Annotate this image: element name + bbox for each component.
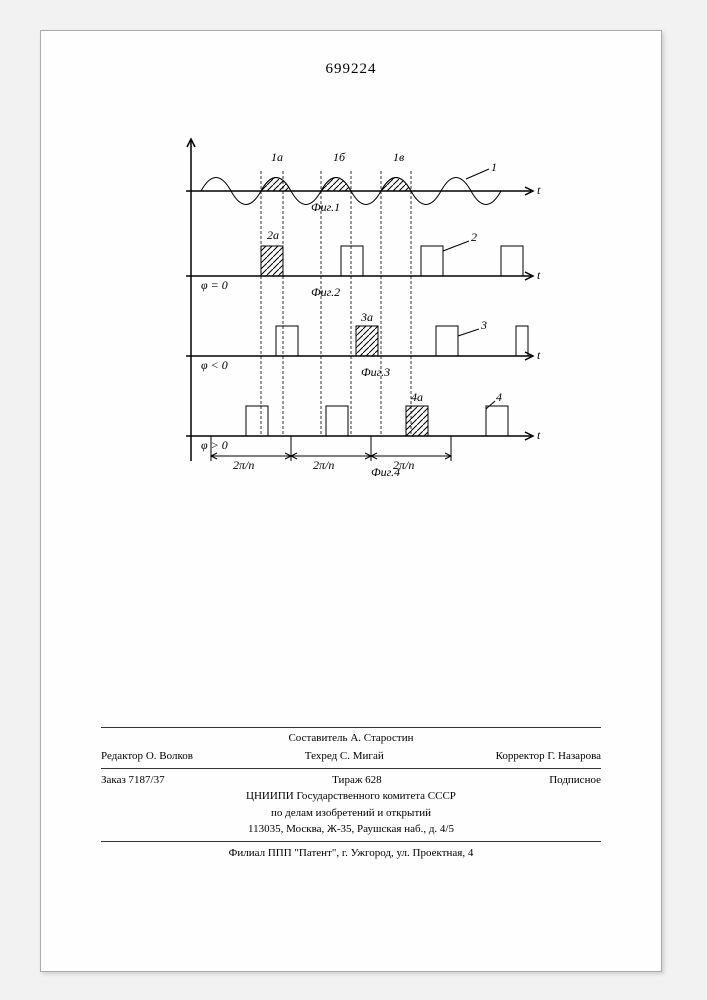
tirage: Тираж 628 — [332, 772, 382, 789]
row2-pulses — [261, 246, 523, 276]
fig3-caption: Фиг.3 — [361, 365, 390, 379]
sub: Подписное — [549, 772, 601, 789]
callout-2a: 2а — [267, 228, 279, 242]
corrector-lbl: Корректор — [496, 750, 545, 762]
t-label-4: t — [537, 428, 541, 442]
corrector: Г. Назарова — [547, 750, 601, 762]
phi-lt-0: φ < 0 — [201, 358, 228, 372]
row3-pulses — [276, 326, 528, 356]
t-label-2: t — [537, 268, 541, 282]
org1: ЦНИИПИ Государственного комитета СССР — [101, 788, 601, 805]
credits-block: Составитель А. Старостин Редактор О. Вол… — [101, 727, 601, 862]
callout-2: 2 — [471, 230, 477, 244]
callout-4: 4 — [496, 390, 502, 404]
callout-1: 1 — [491, 160, 497, 174]
callout-1a: 1а — [271, 150, 283, 164]
callout-4a: 4а — [411, 390, 423, 404]
compiler-lbl: Составитель — [288, 732, 347, 744]
editor-lbl: Редактор — [101, 750, 143, 762]
techred-lbl: Техред — [305, 750, 337, 762]
dim2: 2π/n — [313, 458, 334, 472]
row4-pulses — [246, 406, 508, 436]
callout-1b: 1б — [333, 150, 346, 164]
callout-1c: 1в — [393, 150, 404, 164]
callout-3: 3 — [480, 318, 487, 332]
dim3: 2π/n — [393, 458, 414, 472]
phi-gt-0: φ > 0 — [201, 438, 228, 452]
addr2: Филиал ППП "Патент", г. Ужгород, ул. Про… — [101, 845, 601, 862]
org2: по делам изобретений и открытий — [101, 805, 601, 822]
editor: О. Волков — [146, 750, 193, 762]
techred: С. Мигай — [340, 750, 384, 762]
order: Заказ 7187/37 — [101, 772, 165, 789]
phi-eq-0: φ = 0 — [201, 278, 228, 292]
addr1: 113035, Москва, Ж-35, Раушская наб., д. … — [101, 821, 601, 838]
doc-number: 699224 — [326, 61, 377, 78]
fig1-caption: Фиг.1 — [311, 200, 340, 214]
t-label-3: t — [537, 348, 541, 362]
fig2-caption: Фиг.2 — [311, 285, 340, 299]
compiler: А. Старостин — [350, 732, 413, 744]
callout-3a: 3а — [360, 310, 373, 324]
t-label-1: t — [537, 183, 541, 197]
timing-diagram-svg: t t t t φ = 0 φ < 0 φ > 0 Фиг.1 Фиг.2 Фи… — [171, 131, 551, 501]
dim1: 2π/n — [233, 458, 254, 472]
page-frame: 699224 — [40, 30, 662, 972]
figure-block: t t t t φ = 0 φ < 0 φ > 0 Фиг.1 Фиг.2 Фи… — [171, 131, 551, 501]
